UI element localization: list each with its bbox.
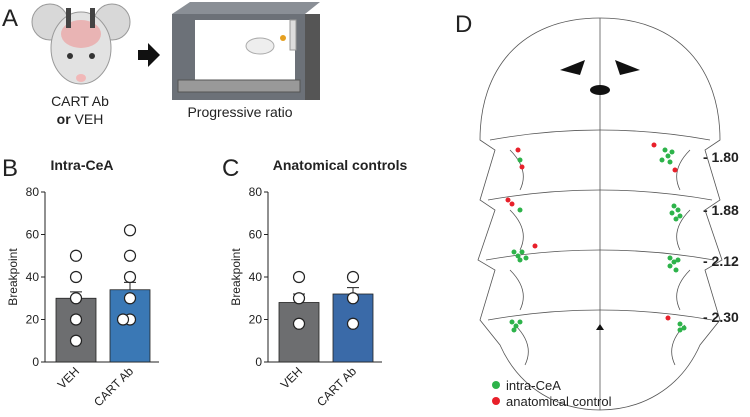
y-tick-label: 80 bbox=[26, 185, 40, 199]
data-point bbox=[292, 292, 306, 305]
data-point bbox=[123, 292, 137, 305]
panel-letter: C bbox=[222, 155, 239, 182]
y-tick-label: 20 bbox=[26, 313, 40, 327]
mouse-illustration bbox=[31, 3, 131, 85]
data-point bbox=[69, 270, 83, 284]
brain-sections bbox=[477, 17, 723, 411]
injection-sites bbox=[505, 142, 687, 333]
y-tick-label: 20 bbox=[249, 313, 263, 327]
level-label: - 2.30 bbox=[703, 309, 739, 325]
level-label: - 1.80 bbox=[703, 149, 739, 165]
data-point bbox=[123, 224, 137, 237]
y-tick-label: 0 bbox=[32, 355, 39, 369]
or-word: or bbox=[57, 111, 72, 127]
chart-title: Intra-CeA bbox=[50, 157, 113, 173]
y-tick-label: 40 bbox=[249, 270, 263, 284]
panel-letter: A bbox=[2, 5, 18, 32]
treatment-label: CART Ab bbox=[51, 93, 109, 109]
data-point bbox=[292, 317, 306, 330]
level-label: - 2.12 bbox=[703, 253, 739, 269]
data-point bbox=[69, 334, 83, 347]
data-point bbox=[69, 292, 83, 305]
y-tick-label: 80 bbox=[249, 185, 263, 199]
y-axis-label: Breakpoint bbox=[229, 248, 243, 306]
task-label: Progressive ratio bbox=[187, 104, 292, 120]
data-point bbox=[123, 249, 137, 262]
x-tick-label: CART Ab bbox=[91, 364, 136, 409]
chamber-illustration bbox=[172, 2, 320, 100]
legend-swatch bbox=[492, 397, 500, 405]
treatment-label: or VEH bbox=[57, 111, 104, 127]
arrow bbox=[138, 43, 160, 67]
panel-letter: B bbox=[2, 155, 18, 182]
y-tick-label: 40 bbox=[26, 270, 40, 284]
data-point bbox=[346, 292, 360, 305]
data-point bbox=[123, 270, 137, 284]
error-bar bbox=[124, 281, 136, 290]
y-tick-label: 0 bbox=[255, 355, 262, 369]
x-tick-label: VEH bbox=[55, 364, 82, 391]
x-tick-label: VEH bbox=[278, 364, 305, 391]
x-tick-label: CART Ab bbox=[314, 364, 359, 409]
level-label: - 1.88 bbox=[703, 202, 739, 218]
treatment-alt: VEH bbox=[75, 111, 104, 127]
bar bbox=[55, 297, 97, 363]
data-point bbox=[292, 270, 306, 284]
data-point bbox=[346, 317, 360, 330]
data-point bbox=[69, 313, 83, 326]
panel-letter: D bbox=[455, 11, 472, 38]
bar bbox=[278, 302, 320, 363]
legend-label: intra-CeA bbox=[506, 378, 561, 393]
data-point bbox=[116, 313, 130, 326]
y-axis-label: Breakpoint bbox=[6, 248, 20, 306]
y-tick-label: 60 bbox=[26, 228, 40, 242]
chart-title: Anatomical controls bbox=[273, 157, 408, 173]
legend-swatch bbox=[492, 381, 500, 389]
data-point bbox=[69, 249, 83, 262]
y-tick-label: 60 bbox=[249, 228, 263, 242]
legend-label: anatomical control bbox=[506, 394, 612, 409]
data-point bbox=[346, 270, 360, 284]
